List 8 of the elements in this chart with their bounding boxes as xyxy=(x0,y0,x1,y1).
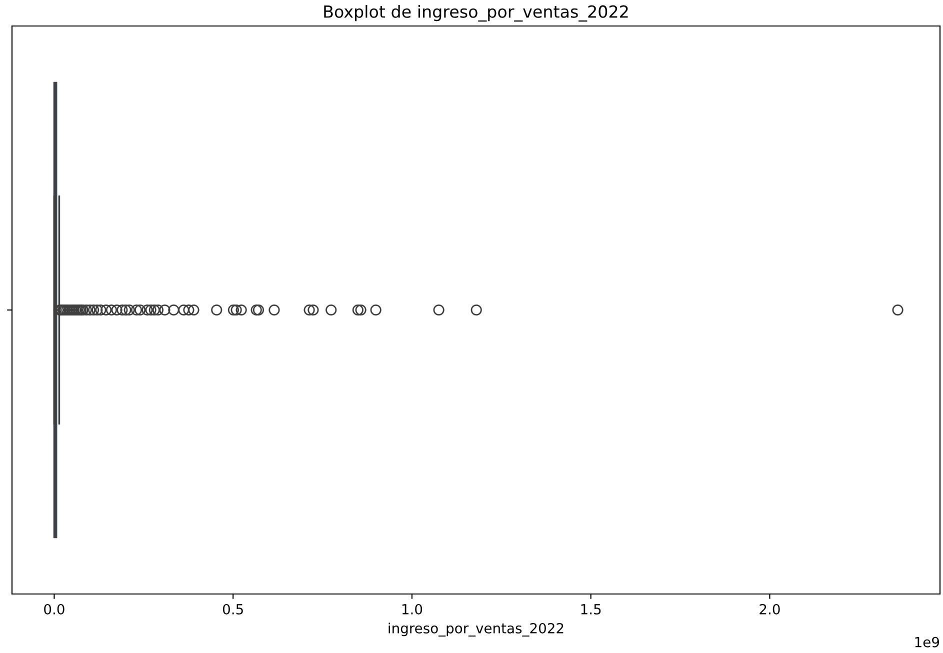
x-tick-label: 1.5 xyxy=(581,604,601,614)
x-tick-label: 0.5 xyxy=(222,604,243,614)
x-tick-label: 0.0 xyxy=(44,604,64,614)
text: 1e9 xyxy=(915,636,940,648)
chart-title: Boxplot de ingreso_por_ventas_2022 xyxy=(324,5,628,22)
x-tick-label: 1.0 xyxy=(402,604,422,614)
x-axis-title: ingreso_por_ventas_2022 xyxy=(388,622,564,637)
x-tick-label: 2.0 xyxy=(760,604,780,614)
